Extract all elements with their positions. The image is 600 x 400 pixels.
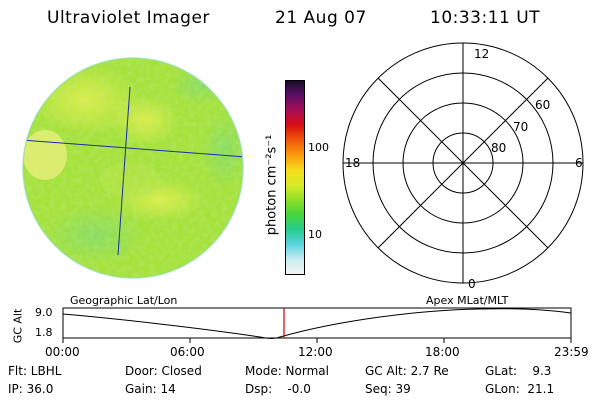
status-gain: Gain: 14 [125, 382, 176, 396]
colorbar-tick-10: 10 [308, 228, 322, 241]
status-dsp: Dsp: -0.0 [245, 382, 311, 396]
x-tick-1200: 12:00 [298, 345, 333, 359]
mlt-label-18: 18 [345, 156, 361, 170]
colorbar-tick-100: 100 [308, 141, 329, 154]
status-door: Door: Closed [125, 364, 202, 378]
x-tick-0000: 00:00 [45, 345, 80, 359]
apex-title: Apex MLat/MLT [426, 294, 509, 307]
mlt-line-diag-2 [377, 77, 549, 249]
y-tick-9: 9.0 [35, 306, 53, 319]
observation-date: 21 Aug 07 [275, 8, 367, 28]
mlt-label-0: 0 [468, 277, 476, 291]
colorbar-gradient [286, 81, 304, 274]
lat-ring-70 [372, 72, 554, 254]
status-ip: IP: 36.0 [8, 382, 54, 396]
observation-time: 10:33:11 UT [430, 8, 541, 28]
lat-ring-80 [402, 102, 524, 224]
status-filter: Flt: LBHL [8, 364, 62, 378]
gc-alt-axis-label: GC Alt [11, 308, 25, 344]
lat-ring-60 [342, 42, 584, 284]
colorbar-unit-label: photon cm⁻²s⁻¹ [264, 134, 280, 236]
status-mode: Mode: Normal [245, 364, 329, 378]
mlt-line-diag-1 [377, 77, 549, 249]
status-glat: GLat: 9.3 [485, 364, 552, 378]
earth-disk [23, 58, 243, 278]
lat-label-60: 60 [535, 98, 551, 112]
timeline-frame [62, 307, 572, 339]
colorbar [285, 80, 305, 275]
lat-ring-inner [432, 132, 494, 194]
x-tick-0600: 06:00 [170, 345, 205, 359]
y-tick-1-8: 1.8 [35, 326, 53, 339]
status-glon: GLon: 21.1 [485, 382, 555, 396]
instrument-title: Ultraviolet Imager [47, 8, 210, 28]
geographic-title: Geographic Lat/Lon [70, 294, 178, 307]
status-gc-alt: GC Alt: 2.7 Re [365, 364, 449, 378]
geo-meridian-line [117, 86, 131, 256]
x-tick-2359: 23:59 [554, 345, 589, 359]
lat-label-70: 70 [513, 120, 529, 134]
mlt-label-12: 12 [474, 47, 490, 61]
lat-label-80: 80 [491, 141, 507, 155]
mlt-label-6: 6 [575, 156, 583, 170]
geo-parallel-line [23, 139, 243, 158]
status-seq: Seq: 39 [365, 382, 411, 396]
altitude-curve [62, 308, 572, 339]
x-tick-1800: 18:00 [425, 345, 460, 359]
